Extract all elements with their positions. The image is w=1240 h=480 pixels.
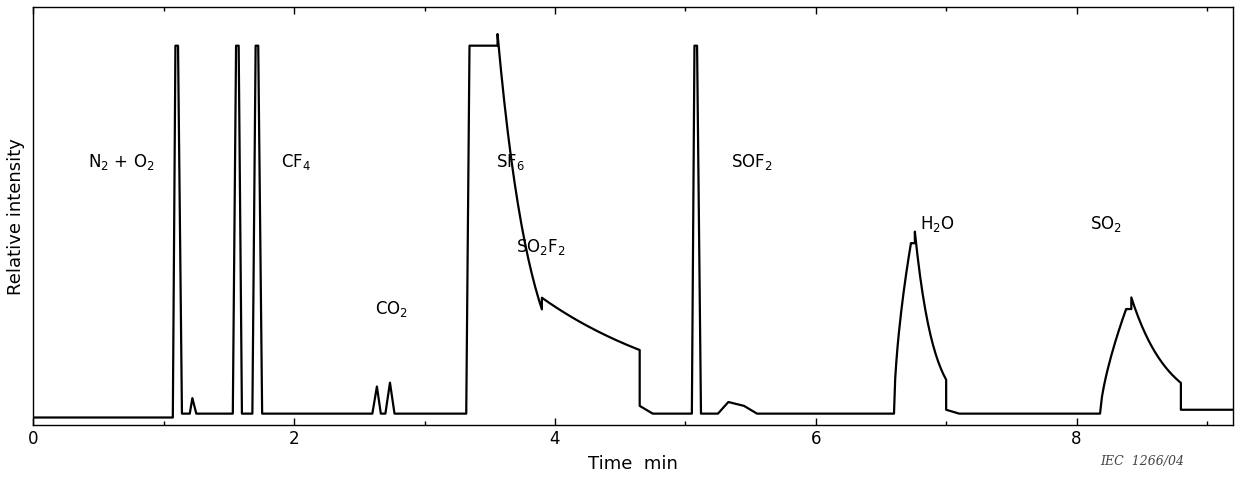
Text: H$_2$O: H$_2$O (920, 214, 955, 234)
X-axis label: Time  min: Time min (588, 455, 678, 473)
Text: SO$_2$: SO$_2$ (1090, 214, 1122, 234)
Text: N$_2$ + O$_2$: N$_2$ + O$_2$ (88, 152, 155, 172)
Text: CO$_2$: CO$_2$ (374, 299, 408, 319)
Y-axis label: Relative intensity: Relative intensity (7, 138, 25, 295)
Text: SO$_2$F$_2$: SO$_2$F$_2$ (516, 237, 565, 257)
Text: SOF$_2$: SOF$_2$ (730, 152, 773, 172)
Text: SF$_6$: SF$_6$ (496, 152, 525, 172)
Text: IEC  1266/04: IEC 1266/04 (1100, 455, 1184, 468)
Text: CF$_4$: CF$_4$ (281, 152, 311, 172)
